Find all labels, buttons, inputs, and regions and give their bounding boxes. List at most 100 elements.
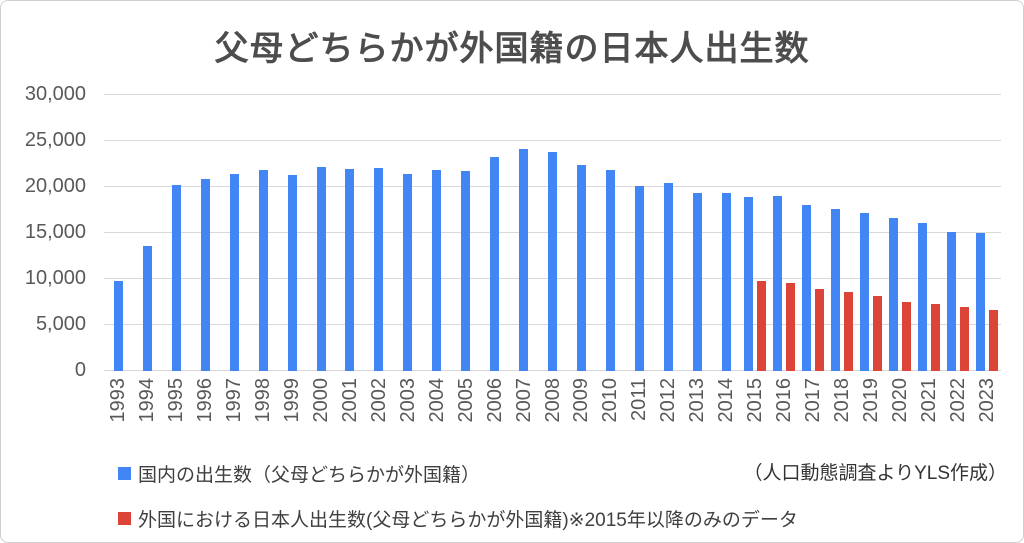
x-tick-label-2012: 2012 — [657, 378, 680, 423]
x-tick-slot-2017: 2017 — [799, 378, 828, 440]
y-tick-label-30000: 30,000 — [24, 83, 86, 106]
bar-domestic-2018 — [830, 209, 840, 371]
bar-overseas-2019 — [872, 295, 882, 371]
x-tick-slot-2006: 2006 — [480, 378, 509, 440]
bar-group-1999 — [278, 95, 307, 371]
bar-domestic-2003 — [403, 174, 413, 371]
legend-marker-overseas-icon — [118, 512, 131, 525]
bar-overseas-2023 — [988, 310, 998, 371]
x-tick-slot-2014: 2014 — [712, 378, 741, 440]
x-tick-slot-2002: 2002 — [364, 378, 393, 440]
bar-group-2002 — [364, 95, 393, 371]
bar-domestic-2015 — [744, 197, 754, 371]
bar-domestic-2002 — [374, 167, 384, 371]
bar-group-2006 — [480, 95, 509, 371]
x-tick-label-2021: 2021 — [917, 378, 940, 423]
legend-marker-domestic-icon — [118, 467, 131, 480]
bar-overseas-2020 — [901, 302, 911, 371]
bar-overseas-2017 — [814, 289, 824, 371]
x-tick-slot-2023: 2023 — [972, 378, 1001, 440]
legend-label-domestic: 国内の出生数（父母どちらかが外国籍） — [138, 465, 481, 486]
bar-group-2011 — [625, 95, 654, 371]
bar-domestic-1998 — [258, 169, 268, 371]
bar-domestic-2013 — [692, 193, 702, 371]
x-tick-label-1998: 1998 — [252, 378, 275, 423]
x-tick-slot-2000: 2000 — [307, 378, 336, 440]
x-tick-slot-1993: 1993 — [104, 378, 133, 440]
chart-title: 父母どちらかが外国籍の日本人出生数 — [214, 30, 810, 68]
source-note: （人口動態調査よりYLS作成） — [743, 463, 1007, 484]
x-tick-slot-2013: 2013 — [683, 378, 712, 440]
x-tick-label-1994: 1994 — [136, 378, 159, 423]
bar-domestic-2007 — [519, 149, 529, 371]
y-tick-label-5000: 5,000 — [35, 313, 86, 336]
x-tick-label-2014: 2014 — [715, 378, 738, 423]
x-tick-label-2015: 2015 — [744, 378, 767, 423]
x-tick-label-2001: 2001 — [338, 378, 361, 423]
x-tick-label-2016: 2016 — [773, 378, 796, 423]
x-tick-label-2004: 2004 — [425, 378, 448, 423]
bar-group-2010 — [596, 95, 625, 371]
x-tick-label-2002: 2002 — [367, 378, 390, 423]
bar-group-1996 — [191, 95, 220, 371]
x-axis-labels: 1993 1994 1995 1996 1997 1998 1999 2000 2001 2002… — [104, 378, 1001, 440]
x-tick-slot-2011: 2011 — [625, 378, 654, 440]
x-tick-label-1997: 1997 — [223, 378, 246, 423]
bar-domestic-2023 — [975, 233, 985, 371]
bar-domestic-1997 — [229, 174, 239, 371]
bar-domestic-2008 — [548, 152, 558, 371]
bar-domestic-2016 — [773, 196, 783, 371]
bar-group-2008 — [538, 95, 567, 371]
bar-group-1995 — [162, 95, 191, 371]
x-tick-slot-2009: 2009 — [567, 378, 596, 440]
y-tick-label-10000: 10,000 — [24, 267, 86, 290]
x-tick-slot-2008: 2008 — [538, 378, 567, 440]
bar-group-2019 — [856, 95, 885, 371]
x-tick-slot-2020: 2020 — [885, 378, 914, 440]
bar-domestic-1996 — [200, 178, 210, 371]
x-tick-slot-1998: 1998 — [249, 378, 278, 440]
gridline-25000 — [104, 140, 1001, 141]
x-tick-slot-2019: 2019 — [856, 378, 885, 440]
x-tick-slot-2004: 2004 — [422, 378, 451, 440]
x-tick-label-2013: 2013 — [686, 378, 709, 423]
bar-group-2013 — [683, 95, 712, 371]
bar-group-2022 — [943, 95, 972, 371]
x-tick-label-2009: 2009 — [570, 378, 593, 423]
x-tick-slot-2022: 2022 — [943, 378, 972, 440]
x-tick-label-2000: 2000 — [310, 378, 333, 423]
x-tick-slot-1999: 1999 — [278, 378, 307, 440]
bar-domestic-1993 — [113, 280, 123, 371]
bar-overseas-2016 — [786, 282, 796, 371]
bar-group-2023 — [972, 95, 1001, 371]
bar-domestic-2006 — [490, 156, 500, 371]
bar-group-2001 — [336, 95, 365, 371]
bar-domestic-2005 — [461, 171, 471, 371]
bar-group-2021 — [914, 95, 943, 371]
bar-group-2000 — [307, 95, 336, 371]
gridline-30000 — [104, 94, 1001, 95]
x-tick-label-1996: 1996 — [194, 378, 217, 423]
bar-group-2004 — [422, 95, 451, 371]
bar-overseas-2015 — [757, 280, 767, 371]
x-tick-label-2006: 2006 — [483, 378, 506, 423]
bar-group-2007 — [509, 95, 538, 371]
y-axis-labels: 0 5,000 10,000 15,000 20,000 25,000 30,000 — [1, 83, 89, 381]
bar-group-2009 — [567, 95, 596, 371]
bar-group-1998 — [249, 95, 278, 371]
bar-group-2005 — [451, 95, 480, 371]
bar-group-1994 — [133, 95, 162, 371]
bar-group-2003 — [393, 95, 422, 371]
bar-group-1993 — [104, 95, 133, 371]
x-tick-label-2023: 2023 — [975, 378, 998, 423]
x-tick-label-2008: 2008 — [541, 378, 564, 423]
y-tick-label-20000: 20,000 — [24, 175, 86, 198]
bar-group-1997 — [220, 95, 249, 371]
bar-group-2014 — [712, 95, 741, 371]
bar-overseas-2022 — [959, 306, 969, 371]
bar-domestic-2009 — [576, 164, 586, 371]
x-tick-slot-2016: 2016 — [770, 378, 799, 440]
legend-item-domestic: 国内の出生数（父母どちらかが外国籍） — [118, 460, 480, 487]
bar-domestic-2020 — [888, 218, 898, 371]
